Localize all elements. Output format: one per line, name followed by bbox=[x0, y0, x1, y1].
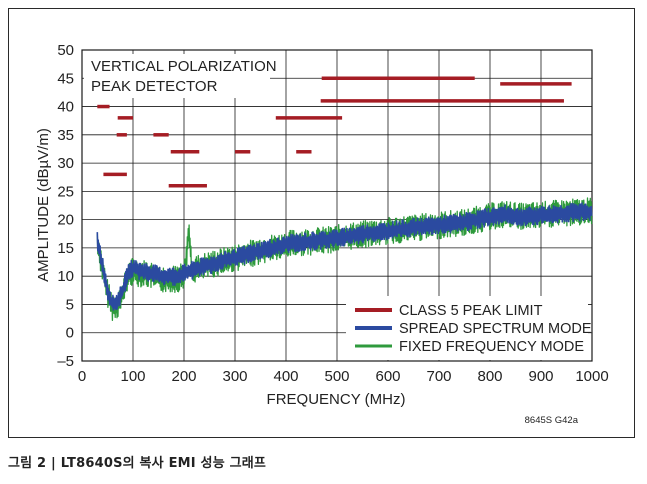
spread-spectrum-trace bbox=[96, 202, 593, 311]
y-tick-label: 50 bbox=[57, 42, 74, 59]
x-tick-label: 400 bbox=[273, 368, 298, 385]
legend-label-spread: SPREAD SPECTRUM MODE bbox=[399, 321, 592, 337]
y-tick-label: 40 bbox=[57, 99, 74, 116]
y-tick-label: 10 bbox=[57, 268, 74, 285]
annotation-line-1: VERTICAL POLARIZATION bbox=[91, 58, 277, 75]
x-tick-label: 500 bbox=[324, 368, 349, 385]
y-tick-label: 5 bbox=[66, 296, 74, 313]
legend: CLASS 5 PEAK LIMIT SPREAD SPECTRUM MODE … bbox=[346, 296, 592, 360]
y-tick-label: –5 bbox=[57, 353, 74, 370]
y-tick-label: 45 bbox=[57, 70, 74, 87]
x-tick-label: 1000 bbox=[575, 368, 608, 385]
y-tick-label: 15 bbox=[57, 240, 74, 257]
y-tick-label: 20 bbox=[57, 212, 74, 229]
annotation-background bbox=[84, 54, 270, 98]
x-tick-label: 800 bbox=[477, 368, 502, 385]
x-tick-label: 200 bbox=[171, 368, 196, 385]
annotation-line-2: PEAK DETECTOR bbox=[91, 78, 218, 95]
y-tick-label: 0 bbox=[66, 325, 74, 342]
y-axis-title: AMPLITUDE (dBµV/m) bbox=[35, 128, 52, 282]
figure-code: 8645S G42a bbox=[525, 415, 579, 426]
x-tick-label: 100 bbox=[120, 368, 145, 385]
plot-data bbox=[96, 76, 593, 321]
x-tick-label: 700 bbox=[426, 368, 451, 385]
x-tick-label: 0 bbox=[78, 368, 86, 385]
y-tick-label: 35 bbox=[57, 127, 74, 144]
y-tick-label: 30 bbox=[57, 155, 74, 172]
x-tick-label: 300 bbox=[222, 368, 247, 385]
figure-caption: 그림 2 | LT8640S의 복사 EMI 성능 그래프 bbox=[8, 456, 267, 471]
x-tick-label: 600 bbox=[375, 368, 400, 385]
x-tick-label: 900 bbox=[528, 368, 553, 385]
y-tick-label: 25 bbox=[57, 183, 74, 200]
legend-label-limit: CLASS 5 PEAK LIMIT bbox=[399, 303, 543, 319]
x-axis-title: FREQUENCY (MHz) bbox=[267, 391, 406, 408]
plot-border bbox=[81, 49, 593, 362]
annotation: VERTICAL POLARIZATION PEAK DETECTOR bbox=[84, 54, 277, 98]
legend-label-fixed: FIXED FREQUENCY MODE bbox=[399, 339, 584, 355]
